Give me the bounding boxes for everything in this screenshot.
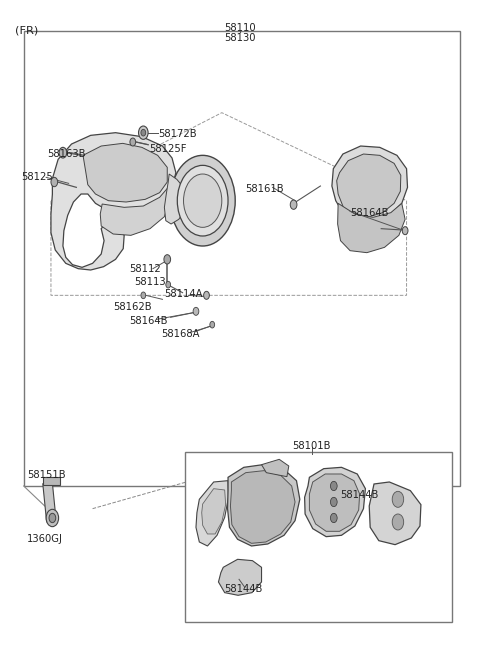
Text: 58110: 58110 bbox=[224, 23, 256, 33]
Polygon shape bbox=[228, 465, 300, 546]
Circle shape bbox=[139, 126, 148, 140]
Bar bbox=[185, 452, 452, 622]
Text: 58161B: 58161B bbox=[245, 184, 283, 194]
Polygon shape bbox=[369, 482, 421, 544]
Circle shape bbox=[166, 281, 170, 288]
Text: 58163B: 58163B bbox=[48, 149, 86, 159]
Text: 58125F: 58125F bbox=[149, 144, 187, 154]
Bar bbox=[43, 482, 56, 522]
Circle shape bbox=[49, 513, 56, 522]
Text: 58144B: 58144B bbox=[225, 584, 263, 594]
Circle shape bbox=[402, 226, 408, 234]
Circle shape bbox=[392, 514, 404, 530]
Circle shape bbox=[46, 509, 59, 526]
Polygon shape bbox=[230, 471, 295, 543]
Polygon shape bbox=[100, 187, 169, 235]
Circle shape bbox=[130, 138, 136, 146]
Text: 58164B: 58164B bbox=[129, 316, 168, 326]
Polygon shape bbox=[336, 154, 401, 217]
Text: (FR): (FR) bbox=[15, 25, 38, 35]
Circle shape bbox=[330, 513, 337, 522]
Circle shape bbox=[164, 255, 170, 264]
Text: 58130: 58130 bbox=[224, 33, 256, 43]
Text: 58101B: 58101B bbox=[293, 441, 331, 451]
Polygon shape bbox=[51, 133, 176, 270]
Circle shape bbox=[193, 307, 199, 315]
Polygon shape bbox=[202, 489, 226, 534]
Polygon shape bbox=[332, 146, 408, 222]
Text: 58172B: 58172B bbox=[158, 129, 197, 139]
Polygon shape bbox=[83, 144, 167, 202]
Text: 58168A: 58168A bbox=[161, 329, 200, 339]
Polygon shape bbox=[262, 460, 289, 477]
Polygon shape bbox=[337, 203, 405, 253]
Text: 58114A: 58114A bbox=[164, 289, 203, 299]
Circle shape bbox=[170, 156, 235, 246]
Circle shape bbox=[290, 200, 297, 209]
Text: 58144B: 58144B bbox=[340, 490, 379, 500]
Circle shape bbox=[51, 177, 58, 186]
Circle shape bbox=[392, 492, 404, 507]
Circle shape bbox=[183, 174, 222, 227]
Circle shape bbox=[141, 292, 146, 299]
Text: 58151B: 58151B bbox=[27, 470, 66, 480]
Polygon shape bbox=[196, 481, 228, 546]
Polygon shape bbox=[310, 474, 360, 531]
Text: 58164B: 58164B bbox=[350, 208, 389, 218]
Circle shape bbox=[141, 130, 146, 136]
Bar bbox=[24, 31, 460, 486]
Text: 1360GJ: 1360GJ bbox=[27, 534, 63, 544]
Circle shape bbox=[330, 497, 337, 506]
Polygon shape bbox=[305, 468, 365, 536]
Polygon shape bbox=[164, 174, 187, 224]
Bar bbox=[43, 477, 60, 485]
Polygon shape bbox=[218, 559, 262, 595]
Circle shape bbox=[204, 291, 209, 299]
Text: 58125: 58125 bbox=[21, 172, 52, 182]
Circle shape bbox=[177, 166, 228, 236]
Text: 58112: 58112 bbox=[129, 264, 161, 274]
Text: 58162B: 58162B bbox=[113, 303, 152, 313]
Circle shape bbox=[210, 321, 215, 328]
Circle shape bbox=[330, 482, 337, 491]
Circle shape bbox=[59, 148, 67, 158]
Text: 58113: 58113 bbox=[134, 277, 166, 287]
